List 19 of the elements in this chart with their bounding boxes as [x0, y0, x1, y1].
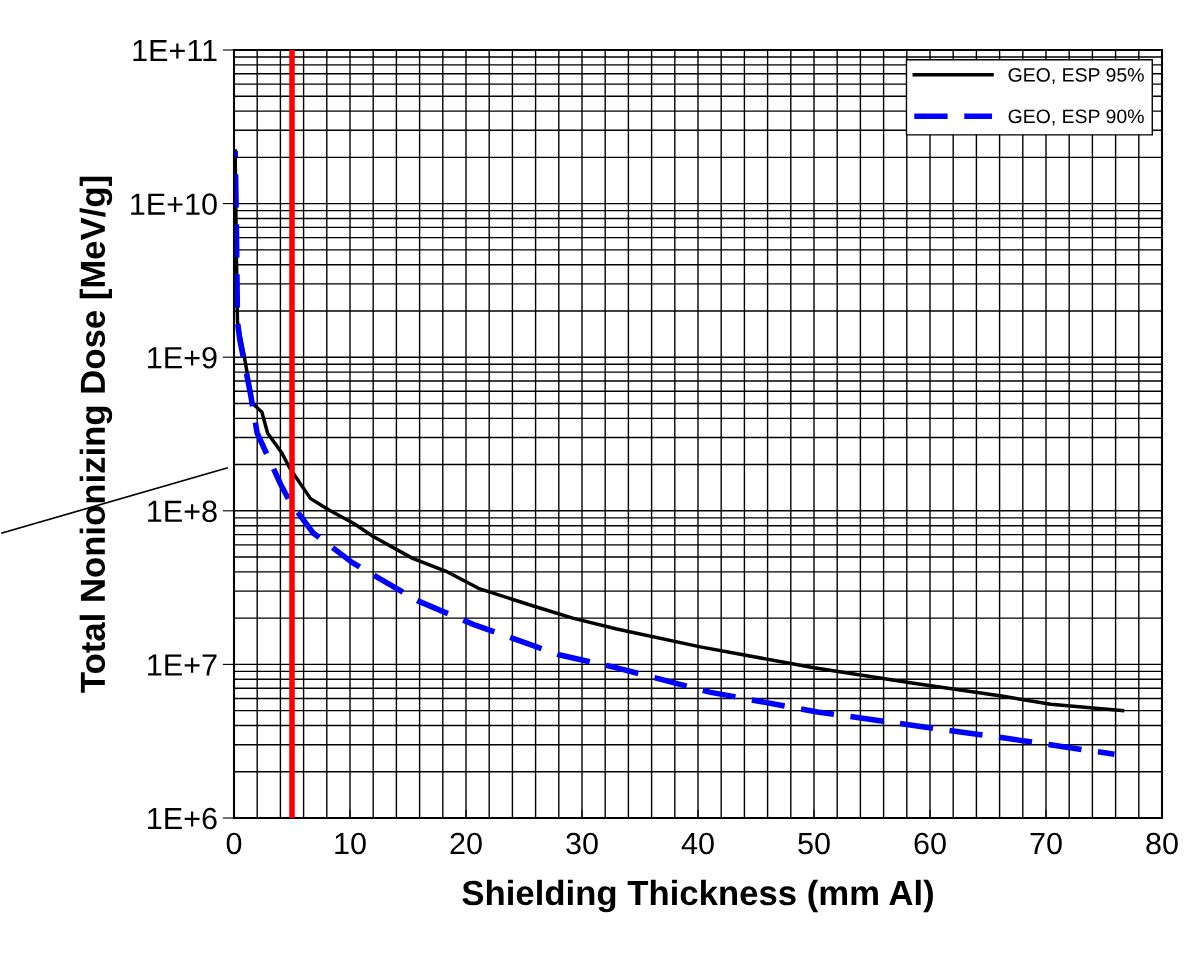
legend-label: GEO, ESP 90% [1008, 109, 1144, 126]
y-tick-label: 1E+7 [148, 654, 217, 676]
x-tick-label: 50 [798, 832, 830, 855]
x-axis-title: Shielding Thickness (mm Al) [462, 879, 933, 913]
x-tick-label: 0 [226, 832, 242, 855]
x-tick-label: 40 [681, 832, 714, 855]
x-tick-label: 70 [1030, 832, 1062, 855]
y-tick-label: 1E+10 [131, 193, 217, 215]
x-tick-label: 60 [914, 832, 946, 855]
x-tick-label: 10 [335, 832, 366, 855]
x-tick-label: 30 [566, 832, 598, 855]
y-tick-label: 1E+9 [148, 346, 217, 369]
y-axis-title: Total Nonionizing Dose [MeV/g] [79, 176, 113, 693]
y-tick-label: 1E+6 [148, 807, 217, 830]
y-tick-label: 1E+11 [133, 40, 217, 62]
y-tick-label: 1E+8 [148, 500, 217, 523]
x-tick-label: 80 [1146, 832, 1178, 855]
legend-label: GEO, ESP 95% [1008, 68, 1144, 85]
x-tick-label: 20 [450, 832, 482, 855]
